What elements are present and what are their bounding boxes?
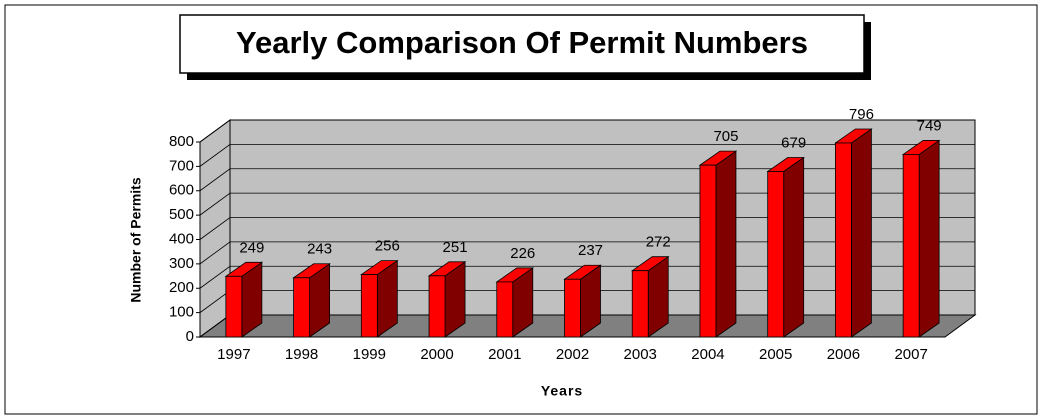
bar — [767, 171, 785, 338]
x-tick-label: 2006 — [827, 346, 860, 363]
bar — [631, 270, 649, 338]
bar — [428, 275, 446, 338]
data-label: 796 — [849, 106, 874, 123]
bar — [360, 274, 378, 338]
data-label: 249 — [239, 239, 264, 256]
x-tick-label: 2005 — [759, 346, 792, 363]
bar — [564, 278, 581, 338]
data-label: 679 — [781, 134, 806, 151]
x-tick-label: 2002 — [556, 346, 589, 363]
x-tick-label: 1999 — [353, 346, 386, 363]
y-tick-label: 100 — [169, 304, 194, 321]
bar — [835, 142, 852, 338]
y-tick-label: 700 — [169, 157, 194, 174]
data-label: 705 — [713, 128, 738, 145]
x-tick-label: 2003 — [624, 346, 657, 363]
bar-side — [715, 150, 737, 338]
x-tick-label: 2004 — [691, 346, 724, 363]
data-label: 251 — [443, 239, 468, 256]
bar — [225, 275, 243, 338]
grid-line — [199, 143, 975, 167]
data-label: 226 — [510, 245, 535, 262]
x-tick-label: 2001 — [488, 346, 521, 363]
bar — [902, 154, 920, 338]
y-tick-label: 400 — [169, 230, 194, 247]
bar-side — [918, 139, 940, 338]
y-axis-label: Number of Permits — [128, 177, 144, 302]
y-tick-label: 300 — [169, 255, 194, 272]
bar — [699, 164, 717, 338]
x-tick-label: 1997 — [217, 346, 250, 363]
x-tick-label: 2007 — [894, 346, 927, 363]
y-tick-label: 0 — [186, 328, 194, 345]
bar — [496, 281, 514, 338]
data-label: 749 — [917, 117, 942, 134]
title-box — [179, 14, 865, 74]
bar-side — [783, 156, 805, 338]
data-label: 272 — [646, 234, 671, 251]
data-label: 256 — [375, 238, 400, 255]
data-label: 243 — [307, 241, 332, 258]
x-tick-label: 1998 — [285, 346, 318, 363]
chart-title: Yearly Comparison Of Permit Numbers — [236, 25, 808, 60]
grid-line — [199, 119, 975, 143]
y-tick-label: 800 — [169, 133, 194, 150]
y-tick-label: 500 — [169, 206, 194, 223]
y-tick-label: 600 — [169, 182, 194, 199]
x-axis-label: Years — [541, 383, 583, 399]
data-label: 237 — [578, 242, 603, 259]
bar — [293, 277, 310, 338]
y-tick-label: 200 — [169, 279, 194, 296]
x-tick-label: 2000 — [420, 346, 453, 363]
bar-side — [851, 128, 872, 338]
